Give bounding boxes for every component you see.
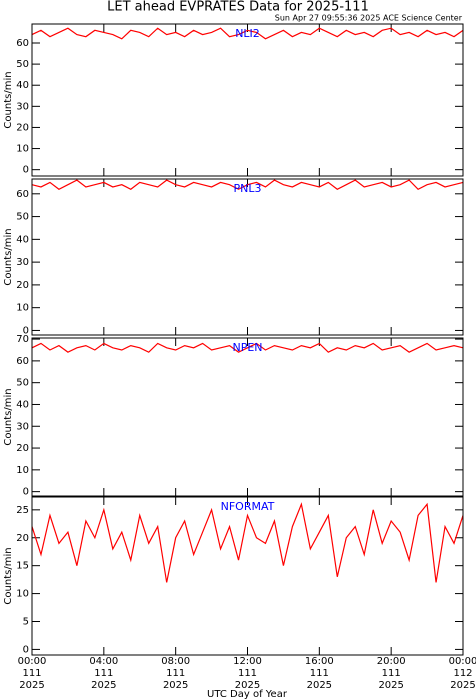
series-label: NFORMAT [221,500,275,513]
y-tick-label: 60 [16,356,29,367]
y-axis-label: Counts/min [3,388,14,445]
plot-frame [31,23,464,177]
series-label: NLI2 [235,27,260,40]
y-tick-label: 10 [16,589,29,600]
x-tick-year: 2025 [450,680,475,691]
x-tick-day: 111 [166,668,185,679]
data-line [31,179,464,190]
y-tick-label: 0 [23,644,29,655]
plot-frame [31,496,464,656]
data-line [31,342,464,353]
y-tick-label: 5 [23,617,29,628]
x-tick-day: 112 [453,668,472,679]
y-tick-label: 40 [16,399,29,410]
plot-frame [31,337,464,497]
x-tick-day: 111 [94,668,113,679]
x-tick-day: 111 [382,668,401,679]
x-tick-year: 2025 [91,680,116,691]
x-tick-label: 08:00 [161,656,190,667]
x-tick-label: 04:00 [89,656,118,667]
y-tick-label: 70 [16,334,29,345]
x-tick-day: 111 [238,668,257,679]
y-tick-label: 40 [16,80,29,91]
series-label: NPEN [232,341,262,354]
x-tick-year: 2025 [235,680,260,691]
x-tick-year: 2025 [163,680,188,691]
y-tick-label: 40 [16,234,29,245]
y-tick-label: 50 [16,59,29,70]
x-tick-label: 20:00 [377,656,406,667]
y-axis-label: Counts/min [3,547,14,604]
x-tick-label: 16:00 [305,656,334,667]
y-tick-label: 60 [16,38,29,49]
x-tick-label: 00:00 [18,656,47,667]
y-tick-label: 30 [16,257,29,268]
x-tick-day: 111 [310,668,329,679]
y-tick-label: 20 [16,533,29,544]
x-axis-label: UTC Day of Year [207,689,288,700]
y-tick-label: 0 [23,487,29,498]
y-tick-label: 0 [23,325,29,336]
y-tick-label: 30 [16,101,29,112]
y-tick-label: 20 [16,122,29,133]
y-tick-label: 20 [16,280,29,291]
x-tick-year: 2025 [307,680,332,691]
y-tick-label: 20 [16,443,29,454]
chart-subtitle: Sun Apr 27 09:55:36 2025 ACE Science Cen… [275,14,463,23]
y-tick-label: 10 [16,465,29,476]
x-tick-year: 2025 [19,680,44,691]
data-line [31,502,464,583]
y-tick-label: 10 [16,303,29,314]
y-axis-label: Counts/min [3,228,14,285]
x-tick-year: 2025 [378,680,403,691]
x-tick-label: 00:00 [449,656,476,667]
y-tick-label: 15 [16,561,29,572]
chart-title: LET ahead EVPRATES Data for 2025-111 [107,0,369,15]
plot-frame [31,178,464,336]
x-tick-label: 12:00 [233,656,262,667]
series-label: PNL3 [234,182,262,195]
y-tick-label: 10 [16,144,29,155]
data-line [31,27,464,40]
y-tick-label: 30 [16,421,29,432]
y-tick-label: 0 [23,165,29,176]
y-tick-label: 50 [16,212,29,223]
y-tick-label: 25 [16,505,29,516]
y-tick-label: 50 [16,378,29,389]
x-tick-day: 111 [22,668,41,679]
y-tick-label: 60 [16,189,29,200]
y-axis-label: Counts/min [3,71,14,128]
